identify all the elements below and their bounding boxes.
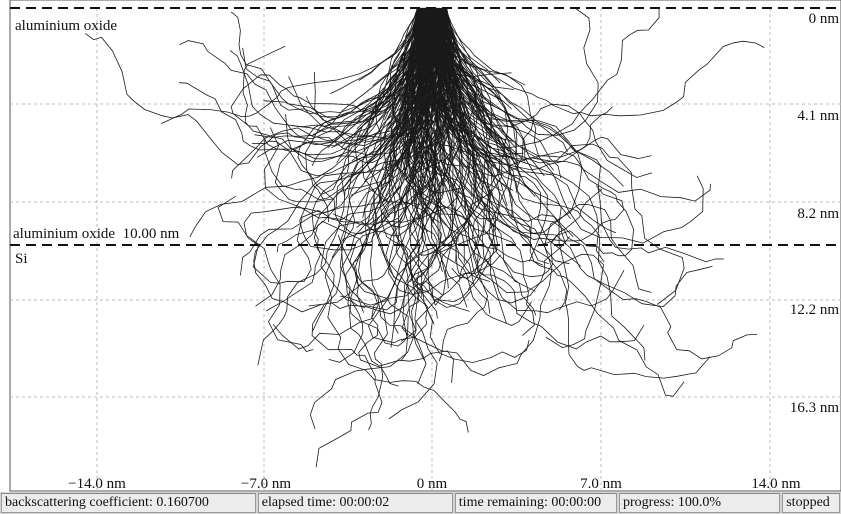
depth-label: 0 nm	[809, 11, 840, 27]
trajectory	[341, 7, 420, 134]
trajectory	[320, 7, 420, 308]
trajectory	[274, 7, 423, 203]
trajectory	[362, 7, 446, 219]
trajectory	[400, 7, 448, 362]
lateral-label: 7.0 nm	[580, 476, 622, 492]
trajectory	[377, 7, 427, 161]
trajectory	[414, 7, 445, 169]
trajectory	[445, 7, 488, 130]
trajectory	[417, 7, 445, 85]
trajectory	[410, 7, 478, 283]
boundary-label: aluminium oxide 10.00 nm	[13, 226, 180, 242]
trajectory	[337, 7, 466, 311]
trajectory	[443, 7, 652, 160]
simulation-view: aluminium oxide aluminium oxide 10.00 nm…	[9, 0, 841, 492]
trajectory	[391, 7, 421, 70]
depth-label: 12.2 nm	[790, 302, 840, 318]
trajectory	[317, 7, 419, 145]
lateral-label: −14.0 nm	[68, 476, 126, 492]
trajectory	[256, 7, 429, 158]
trajectory	[424, 7, 537, 316]
trajectory	[424, 7, 446, 118]
trajectory	[432, 7, 490, 282]
layer-label: Si	[15, 251, 28, 267]
trajectory	[405, 7, 427, 133]
status-field: elapsed time: 00:00:02	[257, 493, 453, 513]
trajectory	[406, 7, 443, 272]
depth-label: 16.3 nm	[790, 400, 840, 416]
trajectory	[424, 7, 501, 146]
trajectory	[423, 7, 485, 98]
layer-label: aluminium oxide	[15, 18, 117, 34]
trajectory	[441, 7, 685, 305]
trajectory	[429, 7, 457, 121]
trajectory	[387, 7, 418, 77]
trajectory	[441, 7, 465, 163]
trajectory	[416, 7, 471, 256]
trajectory	[253, 7, 442, 313]
status-field: time remaining: 00:00:00	[454, 493, 618, 513]
trajectory	[257, 7, 428, 366]
lateral-label: 0 nm	[417, 476, 448, 492]
trajectory	[160, 7, 423, 124]
trajectory	[421, 7, 500, 160]
trajectory	[422, 7, 445, 117]
status-field: backscattering coefficient: 0.160700	[1, 493, 256, 513]
trajectory	[428, 7, 454, 190]
depth-label: 4.1 nm	[797, 108, 839, 124]
status-field: stopped	[782, 493, 840, 513]
trajectory	[393, 7, 482, 279]
status-bar: backscattering coefficient: 0.160700 ela…	[0, 492, 841, 514]
trajectory	[242, 7, 435, 156]
lateral-label: 14.0 nm	[751, 476, 801, 492]
trajectory	[264, 7, 441, 220]
trajectories	[85, 7, 765, 468]
trajectory	[444, 7, 711, 379]
trajectory	[378, 7, 438, 319]
trajectory	[442, 7, 724, 263]
trajectory	[255, 7, 442, 307]
status-field: progress: 100.0%	[619, 493, 781, 513]
depth-label: 8.2 nm	[797, 206, 839, 222]
trajectory	[425, 7, 711, 202]
trajectory	[433, 7, 685, 397]
trajectory	[407, 7, 435, 184]
trajectory	[444, 7, 758, 360]
trajectory	[336, 7, 421, 164]
trajectory	[311, 7, 448, 332]
lateral-label: −7.0 nm	[241, 476, 291, 492]
trajectory	[390, 7, 510, 348]
